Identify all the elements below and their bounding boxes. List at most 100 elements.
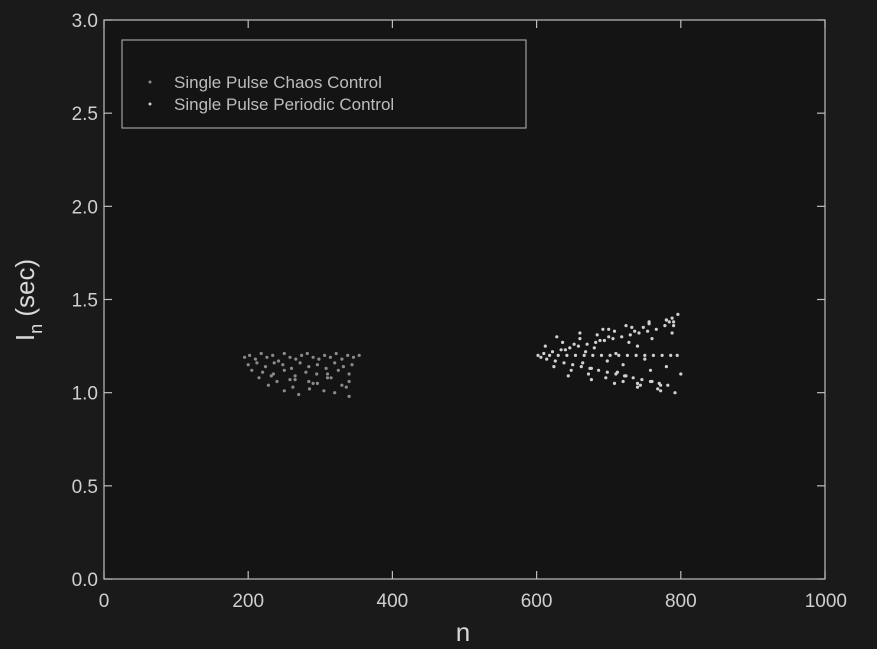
periodic-control-point — [561, 340, 565, 344]
periodic-control-point — [615, 370, 620, 374]
periodic-control-point — [548, 353, 552, 357]
periodic-control-point — [592, 346, 596, 350]
periodic-control-point — [672, 324, 676, 328]
periodic-control-point — [581, 361, 585, 365]
chaos-control-point — [257, 376, 261, 380]
periodic-control-point — [599, 353, 604, 357]
chaos-control-point — [333, 391, 337, 395]
chaos-control-point — [304, 370, 308, 374]
periodic-control-point — [640, 378, 644, 382]
periodic-control-point — [679, 372, 683, 376]
y-axis-label-unit: (sec) — [10, 259, 40, 324]
chaos-control-point — [347, 394, 351, 398]
periodic-control-point — [550, 350, 555, 354]
periodic-control-point — [627, 340, 631, 344]
chaos-control-point — [357, 353, 361, 357]
periodic-control-point — [536, 353, 540, 357]
x-tick-label: 1000 — [805, 591, 847, 612]
periodic-control-point — [598, 338, 602, 343]
chaos-control-point — [347, 379, 351, 384]
chaos-control-point — [328, 355, 332, 359]
x-tick-label: 600 — [521, 591, 553, 612]
legend-marker-periodic — [148, 102, 152, 106]
periodic-control-point — [571, 363, 575, 367]
periodic-control-point — [573, 353, 578, 357]
periodic-control-point — [612, 329, 617, 333]
periodic-control-point — [543, 344, 547, 348]
periodic-control-point — [635, 344, 640, 348]
chaos-control-point — [293, 374, 297, 378]
y-tick-label: 2.0 — [72, 197, 98, 218]
periodic-control-point — [555, 335, 559, 339]
x-tick-label: 0 — [99, 591, 110, 612]
chaos-control-point — [340, 383, 344, 387]
y-axis: 0.0 0.5 1.0 1.5 2.0 2.5 3.0 — [72, 11, 825, 591]
periodic-control-point — [663, 324, 667, 328]
periodic-control-point — [591, 353, 595, 357]
periodic-control-point — [664, 318, 669, 322]
periodic-control-point — [559, 348, 563, 352]
periodic-control-point — [656, 387, 660, 391]
periodic-control-point — [667, 320, 671, 324]
chaos-control-point — [334, 351, 338, 356]
chaos-control-point — [311, 355, 315, 359]
chaos-control-point — [266, 383, 270, 387]
chaos-control-point — [297, 392, 301, 397]
periodic-control-point — [651, 353, 656, 357]
periodic-control-point — [556, 353, 560, 357]
chaos-control-point — [246, 363, 250, 367]
x-axis-label: n — [456, 617, 470, 647]
periodic-control-point — [641, 325, 645, 329]
y-tick-label: 3.0 — [72, 11, 98, 32]
y-tick-label: 0.0 — [72, 570, 98, 591]
chaos-control-point — [248, 353, 252, 357]
periodic-control-point — [585, 342, 589, 346]
periodic-control-point — [607, 327, 611, 331]
chaos-control-point — [282, 351, 286, 356]
chaos-control-point — [344, 385, 348, 389]
chaos-control-point — [305, 351, 309, 356]
periodic-control-point — [553, 359, 557, 363]
chaos-control-point — [281, 363, 285, 367]
periodic-control-point — [566, 374, 570, 378]
legend-label-periodic: Single Pulse Periodic Control — [174, 95, 394, 114]
periodic-control-point — [572, 342, 576, 346]
chaos-control-point — [288, 355, 292, 359]
periodic-control-point — [654, 327, 658, 331]
chaos-control-point — [289, 366, 294, 370]
chaos-control-point — [298, 361, 302, 365]
y-tick-label: 2.5 — [72, 104, 98, 125]
x-axis: 0 200 400 600 800 1000 — [99, 20, 847, 612]
chaos-control-point — [250, 368, 254, 372]
periodic-control-point — [647, 320, 651, 324]
periodic-control-point — [562, 361, 566, 365]
periodic-control-point — [542, 351, 546, 356]
chaos-control-point — [261, 370, 265, 374]
periodic-control-point — [614, 351, 618, 356]
x-tick-label: 400 — [377, 591, 409, 612]
periodic-control-point — [675, 353, 679, 357]
periodic-control-point — [604, 376, 608, 380]
periodic-control-point — [589, 378, 594, 382]
periodic-control-point — [625, 353, 630, 357]
chaos-control-point — [269, 374, 273, 378]
periodic-control-point — [650, 337, 654, 341]
data-points — [243, 312, 683, 398]
legend-label-chaos: Single Pulse Chaos Control — [174, 73, 382, 92]
periodic-control-point — [628, 333, 632, 337]
chaos-control-point — [351, 355, 356, 359]
periodic-control-point — [569, 368, 573, 372]
chaos-control-point — [325, 376, 330, 380]
legend-marker-chaos — [148, 80, 152, 84]
periodic-control-point — [634, 353, 638, 357]
y-axis-title-group: In (sec) — [10, 259, 46, 341]
chaos-control-point — [307, 387, 312, 391]
chaos-control-point — [317, 357, 321, 361]
periodic-control-point — [638, 383, 643, 387]
plot-frame — [103, 19, 826, 580]
chaos-control-point — [288, 378, 292, 382]
legend: Single Pulse Chaos Control Single Pulse … — [121, 39, 527, 129]
chaos-control-point — [291, 385, 295, 389]
periodic-control-point — [617, 353, 621, 357]
